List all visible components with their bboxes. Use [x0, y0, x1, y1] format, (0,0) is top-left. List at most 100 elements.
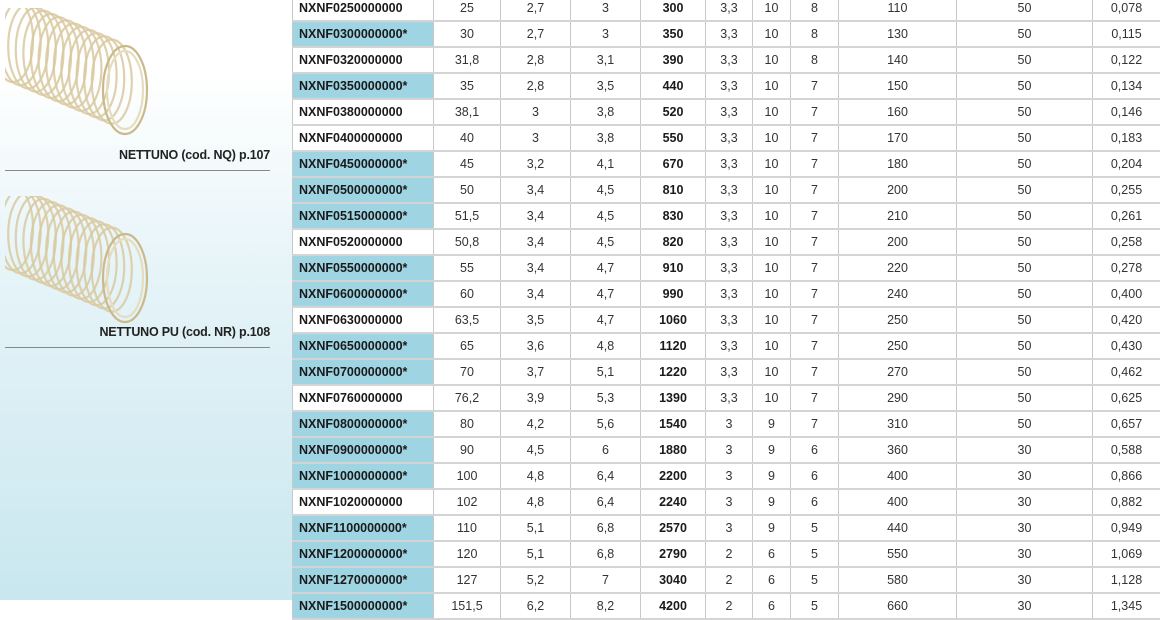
table-cell: 10: [753, 99, 791, 125]
spiral-hose-image: [5, 196, 150, 326]
table-cell: 390: [641, 47, 706, 73]
table-cell: 50: [957, 333, 1093, 359]
table-cell: 5,1: [501, 541, 571, 567]
table-cell: 3,4: [501, 255, 571, 281]
table-cell: 50: [957, 125, 1093, 151]
table-cell: 440: [839, 515, 957, 541]
table-cell: 6: [791, 463, 839, 489]
product-code: NXNF1270000000*: [293, 567, 434, 593]
table-cell: 3,3: [706, 385, 753, 411]
table-cell: 6: [753, 567, 791, 593]
product-code: NXNF0500000000*: [293, 177, 434, 203]
table-cell: 50: [957, 203, 1093, 229]
table-cell: 50: [957, 99, 1093, 125]
table-cell: 210: [839, 203, 957, 229]
table-cell: 3,3: [706, 255, 753, 281]
table-cell: 9: [753, 515, 791, 541]
table-cell: 1060: [641, 307, 706, 333]
table-cell: 1540: [641, 411, 706, 437]
table-cell: 10: [753, 73, 791, 99]
table-cell: 290: [839, 385, 957, 411]
table-cell: 170: [839, 125, 957, 151]
table-cell: 3,4: [501, 177, 571, 203]
table-cell: 580: [839, 567, 957, 593]
table-cell: 2200: [641, 463, 706, 489]
table-cell: 38,1: [434, 99, 501, 125]
table-cell: 7: [791, 229, 839, 255]
table-cell: 51,5: [434, 203, 501, 229]
table-cell: 50: [957, 255, 1093, 281]
product-code: NXNF0400000000: [293, 125, 434, 151]
table-cell: 810: [641, 177, 706, 203]
table-cell: 7: [791, 333, 839, 359]
table-cell: 3,4: [501, 203, 571, 229]
product-code: NXNF0515000000*: [293, 203, 434, 229]
table-cell: 3,3: [706, 229, 753, 255]
table-cell: 10: [753, 0, 791, 21]
table-cell: 50: [957, 47, 1093, 73]
table-cell: 2: [706, 567, 753, 593]
table-cell: 3,6: [501, 333, 571, 359]
table-cell: 0,261: [1093, 203, 1160, 229]
table-cell: 3: [501, 125, 571, 151]
table-cell: 830: [641, 203, 706, 229]
table-cell: 50: [957, 0, 1093, 21]
table-cell: 110: [434, 515, 501, 541]
product-code: NXNF1000000000*: [293, 463, 434, 489]
table-cell: 250: [839, 307, 957, 333]
table-cell: 670: [641, 151, 706, 177]
product-code: NXNF0520000000: [293, 229, 434, 255]
sidebar-panel: NETTUNO (cod. NQ) p.107 NETTUNO PU (cod.…: [0, 0, 292, 600]
table-cell: 102: [434, 489, 501, 515]
table-cell: 10: [753, 359, 791, 385]
table-cell: 76,2: [434, 385, 501, 411]
table-cell: 3,3: [706, 177, 753, 203]
table-cell: 31,8: [434, 47, 501, 73]
table-cell: 3: [571, 0, 641, 21]
table-cell: 180: [839, 151, 957, 177]
table-cell: 3: [706, 489, 753, 515]
table-cell: 6,8: [571, 515, 641, 541]
table-cell: 2,7: [501, 0, 571, 21]
table-cell: 10: [753, 125, 791, 151]
table-cell: 0,588: [1093, 437, 1160, 463]
table-cell: 80: [434, 411, 501, 437]
table-cell: 40: [434, 125, 501, 151]
table-cell: 30: [957, 489, 1093, 515]
table-cell: 100: [434, 463, 501, 489]
table-cell: 9: [753, 411, 791, 437]
table-cell: 60: [434, 281, 501, 307]
table-cell: 127: [434, 567, 501, 593]
product-code: NXNF0300000000*: [293, 21, 434, 47]
product-code: NXNF0700000000*: [293, 359, 434, 385]
table-cell: 3: [706, 411, 753, 437]
table-cell: 5,3: [571, 385, 641, 411]
product-code: NXNF0760000000: [293, 385, 434, 411]
table-cell: 35: [434, 73, 501, 99]
table-cell: 0,115: [1093, 21, 1160, 47]
table-cell: 3,8: [571, 99, 641, 125]
table-cell: 10: [753, 203, 791, 229]
table-cell: 3040: [641, 567, 706, 593]
table-cell: 8: [791, 0, 839, 21]
table-cell: 550: [839, 541, 957, 567]
table-cell: 65: [434, 333, 501, 359]
table-cell: 9: [753, 463, 791, 489]
table-cell: 50: [957, 229, 1093, 255]
table-cell: 3,2: [501, 151, 571, 177]
table-cell: 220: [839, 255, 957, 281]
table-cell: 7: [791, 359, 839, 385]
table-cell: 3,3: [706, 21, 753, 47]
table-cell: 6,2: [501, 593, 571, 619]
product-code: NXNF0800000000*: [293, 411, 434, 437]
table-cell: 63,5: [434, 307, 501, 333]
table-cell: 0,430: [1093, 333, 1160, 359]
table-cell: 3,8: [571, 125, 641, 151]
table-cell: 7: [791, 203, 839, 229]
